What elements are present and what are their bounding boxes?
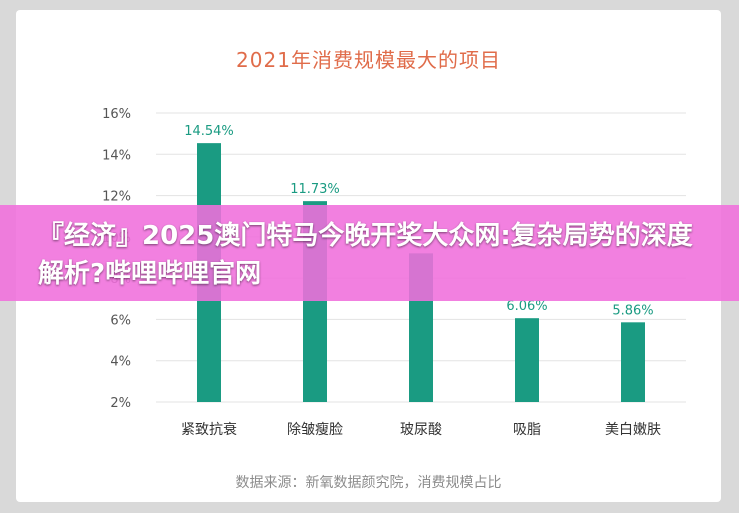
category-label: 吸脂 [513,422,541,438]
value-label: 14.54% [184,124,234,139]
category-label: 紧致抗衰 [181,421,237,438]
title-banner: 『经济』2025澳门特马今晚开奖大众网:复杂局势的深度解析?哔哩哔哩官网 [0,205,739,301]
chart-title: 2021年消费规模最大的项目 [236,48,501,72]
category-label: 玻尿酸 [400,422,442,438]
y-tick-label: 16% [102,107,131,122]
bar [515,318,539,402]
value-label: 5.86% [612,303,653,318]
category-label: 除皱瘦脸 [287,421,343,438]
category-label: 美白嫩肤 [605,422,661,438]
labels: 2%4%6%8%10%12%14%16%紧致抗衰14.54%除皱瘦脸11.73%… [102,107,661,438]
bar-chart: 2%4%6%8%10%12%14%16%紧致抗衰14.54%除皱瘦脸11.73%… [102,107,686,438]
banner-title: 『经济』2025澳门特马今晚开奖大众网:复杂局势的深度解析?哔哩哔哩官网 [38,221,693,289]
y-tick-label: 4% [110,355,131,370]
y-tick-label: 12% [102,190,131,205]
y-tick-label: 6% [110,313,131,328]
y-tick-label: 2% [110,396,131,411]
source-note: 数据来源：新氧数据颜究院，消费规模占比 [235,475,502,491]
value-label: 11.73% [290,182,340,197]
value-label: 6.06% [506,299,547,314]
bar [621,322,645,402]
y-tick-label: 14% [102,148,131,163]
